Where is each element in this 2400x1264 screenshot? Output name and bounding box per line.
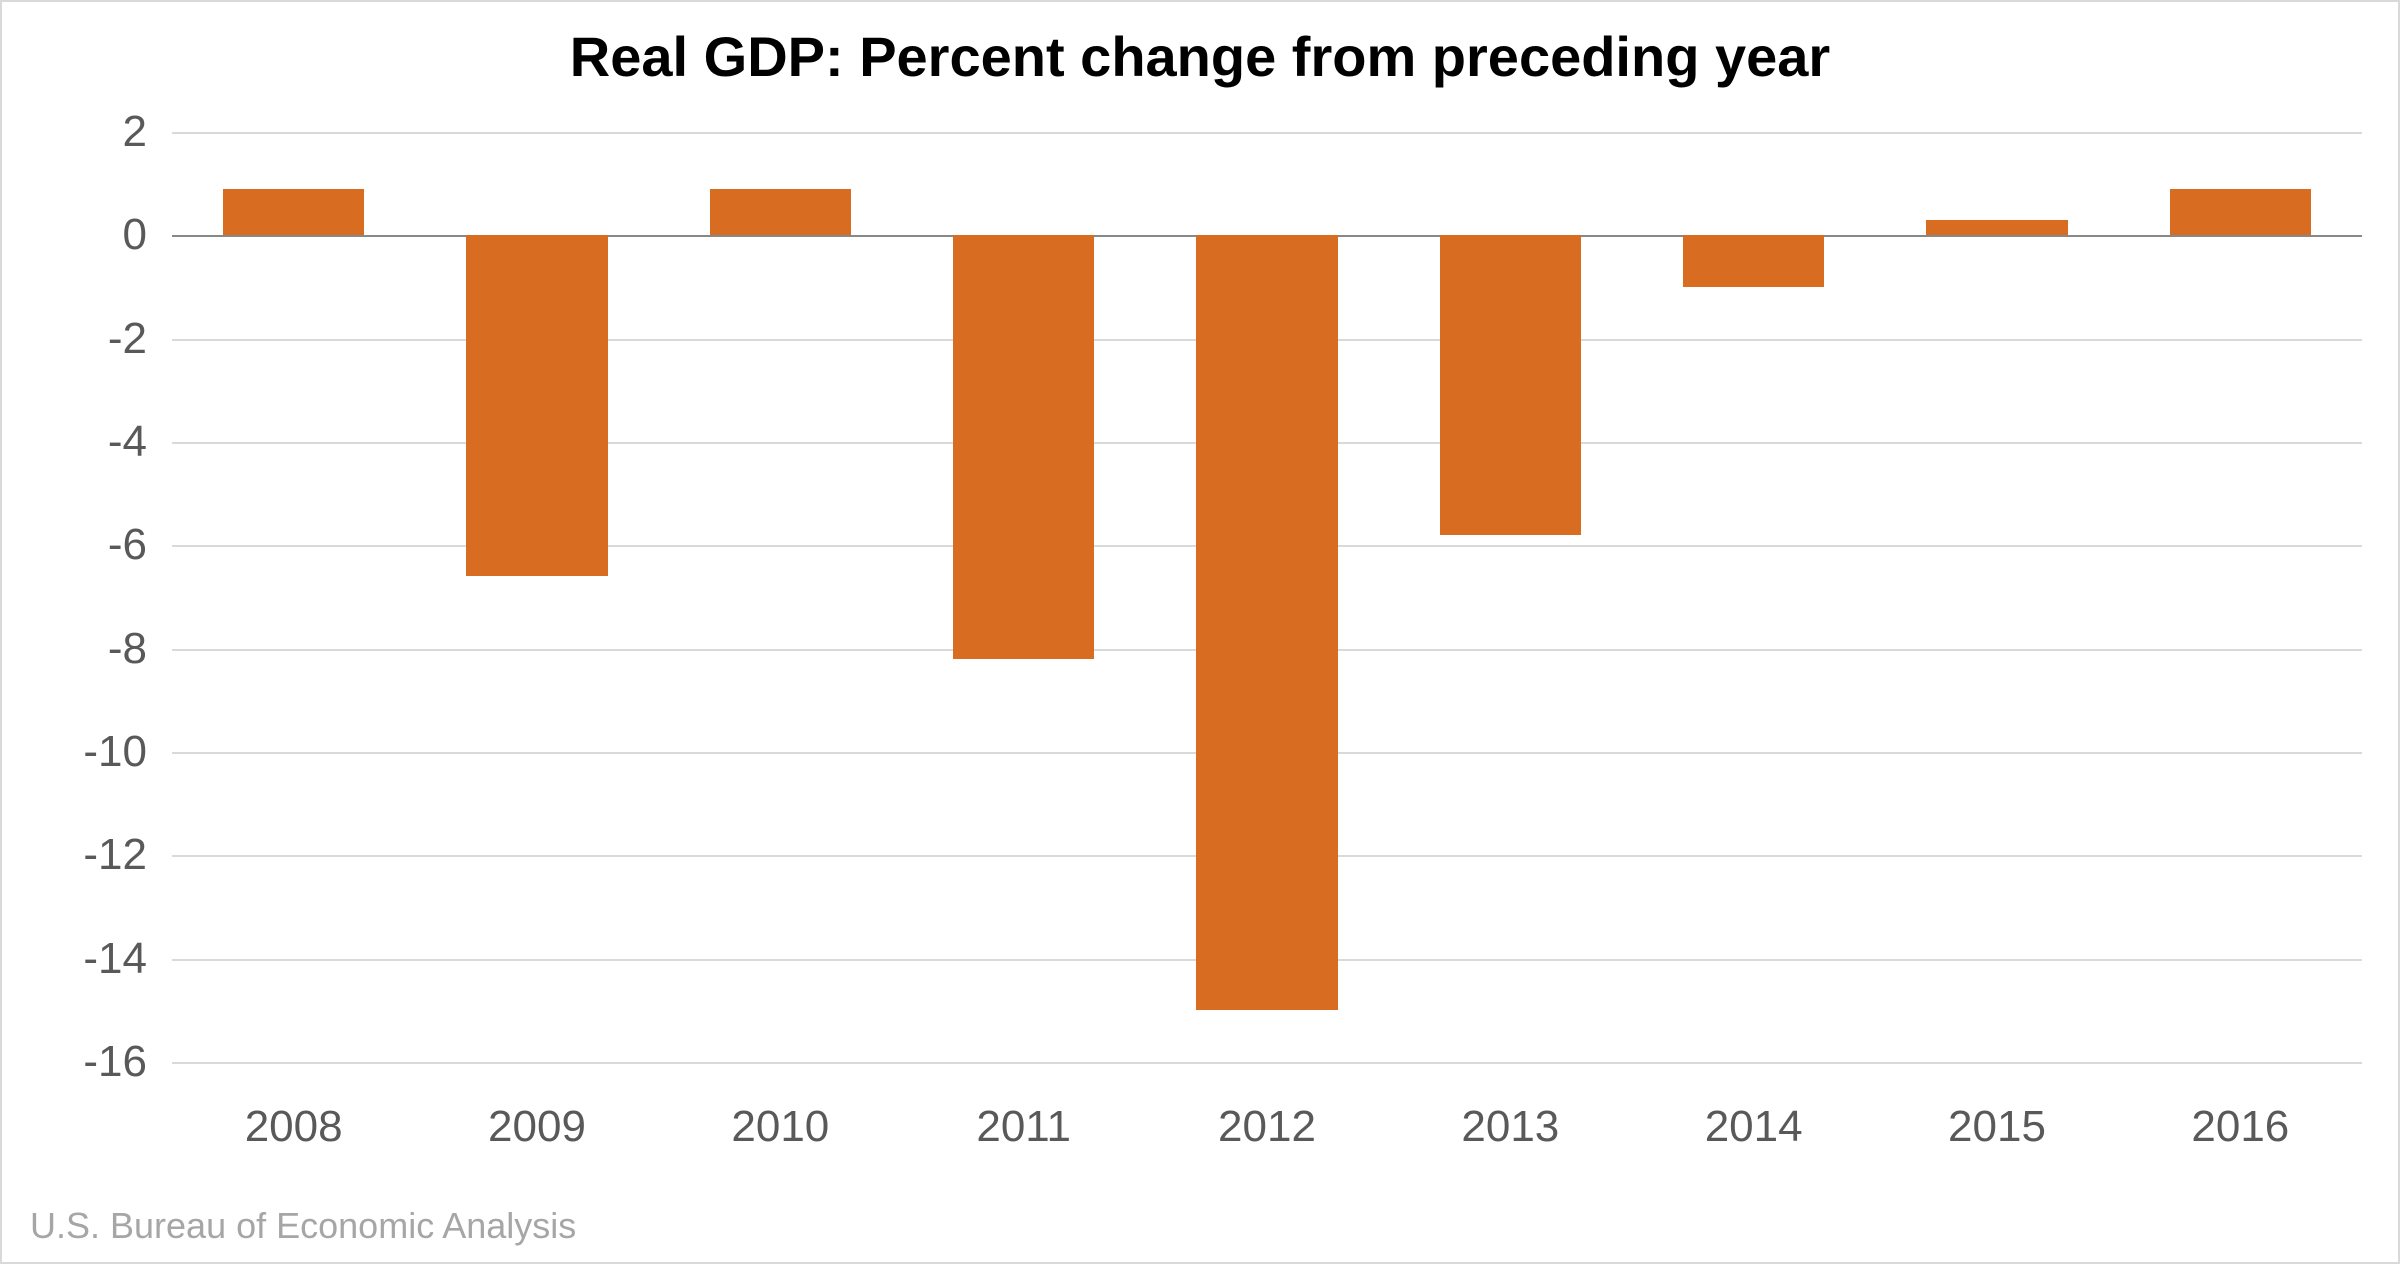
x-tick-label: 2016 xyxy=(2191,1102,2289,1152)
y-tick-label: -2 xyxy=(27,314,147,364)
x-tick-label: 2008 xyxy=(245,1102,343,1152)
y-tick-label: -4 xyxy=(27,417,147,467)
chart-frame: Real GDP: Percent change from preceding … xyxy=(0,0,2400,1264)
y-tick-label: -14 xyxy=(27,934,147,984)
x-tick-label: 2009 xyxy=(488,1102,586,1152)
bar xyxy=(466,235,607,576)
gridline xyxy=(172,132,2362,134)
x-tick-label: 2011 xyxy=(976,1102,1071,1152)
bar xyxy=(2170,189,2311,236)
x-tick-label: 2013 xyxy=(1461,1102,1559,1152)
bar xyxy=(1683,235,1824,287)
x-tick-label: 2012 xyxy=(1218,1102,1316,1152)
gridline xyxy=(172,1062,2362,1064)
bar xyxy=(1926,220,2067,236)
plot-area: 20-2-4-6-8-10-12-14-16200820092010201120… xyxy=(172,132,2362,1062)
bar xyxy=(223,189,364,236)
bar xyxy=(710,189,851,236)
bar xyxy=(1440,235,1581,535)
y-tick-label: -6 xyxy=(27,520,147,570)
y-tick-label: -16 xyxy=(27,1037,147,1087)
y-tick-label: 2 xyxy=(27,107,147,157)
y-tick-label: -8 xyxy=(27,624,147,674)
bar xyxy=(1196,235,1337,1010)
x-tick-label: 2014 xyxy=(1705,1102,1803,1152)
source-note: U.S. Bureau of Economic Analysis xyxy=(30,1205,576,1247)
y-tick-label: -12 xyxy=(27,830,147,880)
y-tick-label: 0 xyxy=(27,210,147,260)
bar xyxy=(953,235,1094,659)
chart-title: Real GDP: Percent change from preceding … xyxy=(2,24,2398,89)
x-tick-label: 2010 xyxy=(731,1102,829,1152)
x-tick-label: 2015 xyxy=(1948,1102,2046,1152)
y-tick-label: -10 xyxy=(27,727,147,777)
